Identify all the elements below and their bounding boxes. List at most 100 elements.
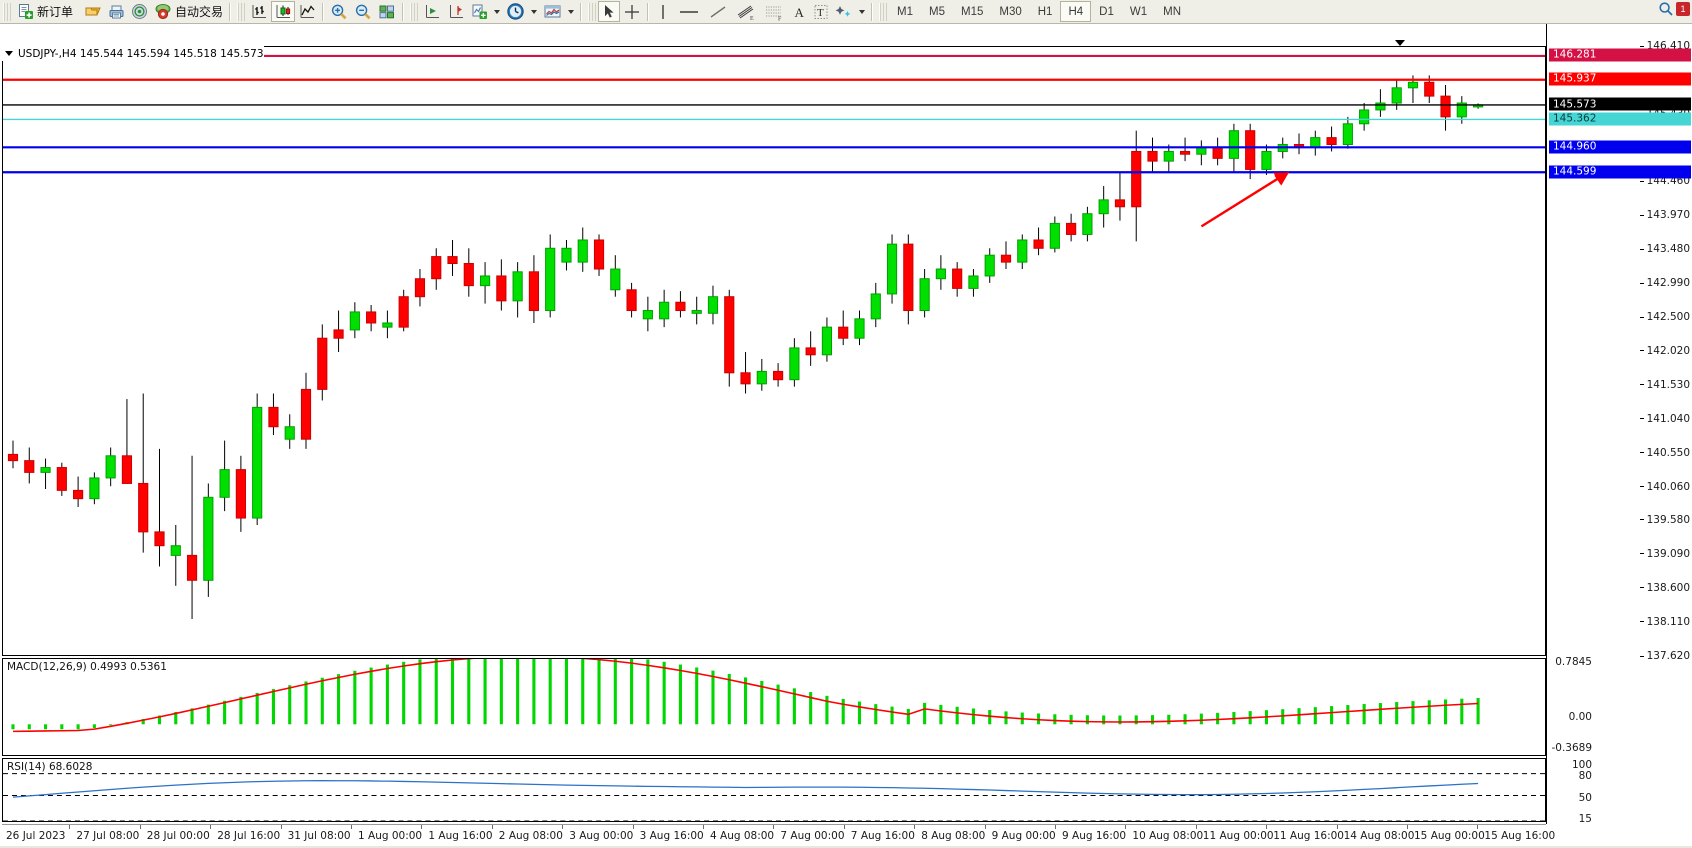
timeframe-m15[interactable]: M15: [961, 5, 984, 18]
cursor-icon[interactable]: [598, 1, 621, 22]
time-axis-tick-mark: [773, 825, 775, 829]
time-axis-tick-mark: [139, 825, 141, 829]
rsi-line: [12, 780, 1479, 798]
price-axis-tick: 143.480: [1639, 243, 1690, 255]
svg-text:E: E: [750, 16, 754, 21]
main-toolbar: 新订单 自动交易: [0, 0, 1692, 24]
price-label-resistance-upper[interactable]: 146.281: [1549, 48, 1691, 62]
timeframe-m30[interactable]: M30: [999, 5, 1022, 18]
time-axis-tick-mark: [421, 825, 423, 829]
toolbar-grip[interactable]: [3, 2, 11, 21]
trendline-icon[interactable]: [704, 1, 732, 22]
time-axis-tick-mark: [1477, 825, 1479, 829]
indicator-axis-tick: 0.7845: [1555, 656, 1592, 668]
price-label-support-lower[interactable]: 144.599: [1549, 165, 1691, 179]
tile-windows-icon[interactable]: [375, 1, 399, 22]
zoom-out-icon[interactable]: [351, 1, 375, 22]
horizontal-line-icon[interactable]: [674, 1, 704, 22]
chart-shift-icon[interactable]: [444, 1, 468, 22]
timeframe-h1[interactable]: H1: [1037, 5, 1053, 18]
rsi-pane[interactable]: RSI(14) 68.6028: [2, 758, 1546, 822]
price-axis-tick: 142.500: [1639, 311, 1690, 323]
crosshair-icon[interactable]: [620, 1, 644, 22]
zoom-in-icon[interactable]: [327, 1, 351, 22]
rsi-label: RSI(14) 68.6028: [7, 761, 93, 773]
macd-label: MACD(12,26,9) 0.4993 0.5361: [7, 661, 167, 673]
price-label-resistance-lower[interactable]: 145.937: [1549, 72, 1691, 86]
time-axis-tick: 14 Aug 08:00: [1343, 830, 1415, 842]
timeframe-w1[interactable]: W1: [1129, 5, 1148, 18]
timeframe-h4[interactable]: H4: [1060, 1, 1092, 22]
text-label-icon[interactable]: T: [810, 1, 832, 22]
objects-icon[interactable]: [832, 1, 856, 22]
macd-chart-svg: [11, 659, 1480, 733]
time-axis-tick: 15 Aug 16:00: [1484, 830, 1556, 842]
indicator-axis-tick: -0.3689: [1551, 742, 1592, 754]
indicators-icon[interactable]: [468, 1, 491, 22]
new-order-label: 新订单: [37, 5, 74, 19]
time-axis-tick: 8 Aug 08:00: [921, 830, 986, 842]
notification-badge[interactable]: 1: [1676, 2, 1690, 16]
price-level-lines: [3, 54, 1545, 174]
time-axis-tick: 7 Aug 00:00: [780, 830, 845, 842]
equidistant-channel-icon[interactable]: E: [732, 1, 760, 22]
line-chart-icon[interactable]: [295, 1, 319, 22]
price-pane[interactable]: [2, 46, 1546, 656]
symbol-ohlc-label: USDJPY-,H4 145.544 145.594 145.518 145.5…: [18, 47, 264, 60]
window-bottom-divider: [0, 846, 1692, 848]
price-label-ask-price[interactable]: 145.362: [1549, 112, 1691, 126]
chart-symbol-header[interactable]: USDJPY-,H4 145.544 145.594 145.518 145.5…: [2, 46, 264, 61]
fibonacci-icon[interactable]: F: [760, 1, 788, 22]
market-watch-icon[interactable]: [128, 1, 151, 22]
time-axis-tick: 7 Aug 16:00: [850, 830, 915, 842]
time-axis-tick: 28 Jul 16:00: [217, 830, 281, 842]
expert-advisor-icon[interactable]: 自动交易: [151, 1, 226, 22]
vertical-line-icon[interactable]: [652, 1, 674, 22]
timeframe-mn[interactable]: MN: [1163, 5, 1181, 18]
time-axis-tick-mark: [843, 825, 845, 829]
time-axis-tick-mark: [491, 825, 493, 829]
timeframe-d1[interactable]: D1: [1099, 5, 1114, 18]
indicators-dropdown-arrow[interactable]: [494, 9, 501, 14]
candlestick-chart-icon[interactable]: [271, 1, 296, 22]
macd-pane[interactable]: MACD(12,26,9) 0.4993 0.5361: [2, 658, 1546, 756]
toolbar-grip-4[interactable]: [588, 2, 597, 21]
folder-icon[interactable]: [81, 1, 105, 22]
time-axis-tick: 9 Aug 00:00: [991, 830, 1056, 842]
price-axis[interactable]: 146.410145.920145.430144.940144.460143.9…: [1546, 24, 1692, 825]
time-axis-tick-mark: [562, 825, 564, 829]
templates-dropdown-arrow[interactable]: [568, 9, 575, 14]
period-clock-icon[interactable]: [503, 1, 528, 22]
scroll-end-icon[interactable]: [420, 1, 444, 22]
time-axis-tick: 9 Aug 16:00: [1062, 830, 1127, 842]
price-label-support-upper[interactable]: 144.960: [1549, 140, 1691, 154]
toolbar-grip-2[interactable]: [237, 2, 246, 21]
timeframe-m1[interactable]: M1: [897, 5, 914, 18]
search-icon[interactable]: [1658, 1, 1674, 17]
text-icon[interactable]: A: [788, 1, 810, 22]
chart-tab-triangle-icon[interactable]: [1395, 40, 1405, 46]
bar-chart-icon[interactable]: [247, 1, 271, 22]
time-axis-tick-mark: [1125, 825, 1127, 829]
chart-window: USDJPY-,H4 145.544 145.594 145.518 145.5…: [0, 24, 1692, 848]
templates-icon[interactable]: [540, 1, 565, 22]
period-dropdown-arrow[interactable]: [531, 9, 538, 14]
toolbar-grip-5[interactable]: [879, 2, 888, 21]
chart-menu-triangle-icon[interactable]: [5, 51, 13, 56]
time-axis-tick-mark: [632, 825, 634, 829]
objects-dropdown-arrow[interactable]: [859, 9, 866, 14]
price-axis-tick: 142.020: [1639, 345, 1690, 357]
price-axis-tick: 141.040: [1639, 413, 1690, 425]
time-axis-tick: 3 Aug 16:00: [639, 830, 704, 842]
price-axis-tick: 142.990: [1639, 277, 1690, 289]
candlestick-series: [7, 75, 1484, 620]
price-axis-tick: 137.620: [1639, 650, 1690, 662]
price-chart-svg: [3, 54, 1545, 620]
toolbar-grip-3[interactable]: [410, 2, 419, 21]
timeframe-m5[interactable]: M5: [929, 5, 945, 18]
time-axis[interactable]: 26 Jul 2023 27 Jul 08:00 28 Jul 00:00 28 Ju…: [2, 824, 1555, 848]
new-order-button[interactable]: 新订单: [13, 1, 76, 22]
printer-icon[interactable]: [105, 1, 128, 22]
price-label-bid-price[interactable]: 145.573: [1549, 97, 1691, 111]
indicator-axis-tick: 15: [1578, 813, 1592, 825]
